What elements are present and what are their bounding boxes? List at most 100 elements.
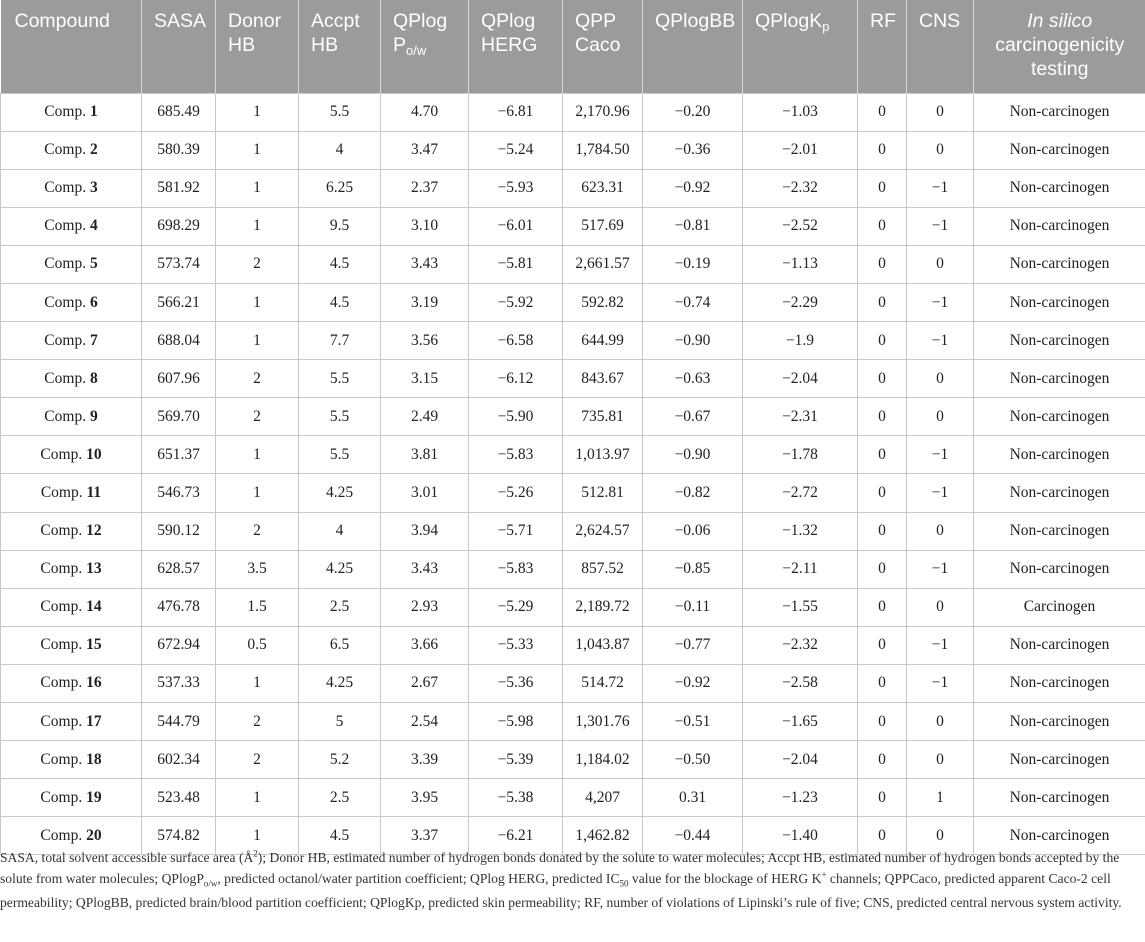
header-qplogherg: QPlog HERG bbox=[468, 0, 563, 93]
donor-hb-cell: 1 bbox=[215, 816, 299, 856]
accpt-hb-cell: 4 bbox=[298, 511, 381, 551]
accpt-hb-cell: 5.2 bbox=[298, 740, 381, 779]
qplogbb-cell: −0.74 bbox=[642, 282, 743, 322]
qppcaco-cell: 2,624.57 bbox=[562, 511, 643, 551]
cns-cell: −1 bbox=[906, 625, 974, 665]
compound-cell: Comp. 19 bbox=[0, 778, 142, 817]
table-row: Comp. 20 574.82 1 4.5 3.37 −6.21 1,462.82 −0.44… bbox=[0, 816, 1145, 856]
cns-cell: 0 bbox=[906, 740, 974, 779]
cns-cell: 0 bbox=[906, 587, 974, 627]
accpt-hb-cell: 6.25 bbox=[298, 168, 381, 208]
carcinogenicity-cell: Non-carcinogen bbox=[973, 816, 1145, 856]
qplogkp-cell: −1.9 bbox=[742, 321, 858, 360]
qplogkp-cell: −1.65 bbox=[742, 701, 858, 741]
cns-cell: 0 bbox=[906, 701, 974, 741]
accpt-hb-cell: 5.5 bbox=[298, 397, 381, 436]
compound-prefix: Comp. bbox=[44, 217, 90, 235]
qplogherg-cell: −5.36 bbox=[468, 663, 563, 703]
qppcaco-cell: 1,043.87 bbox=[562, 625, 643, 665]
compound-cell: Comp. 11 bbox=[0, 473, 142, 513]
compound-prefix: Comp. bbox=[44, 141, 90, 159]
table-row: Comp. 8 607.96 2 5.5 3.15 −6.12 843.67 −0.63 −2.… bbox=[0, 359, 1145, 398]
accpt-hb-cell: 5 bbox=[298, 701, 381, 741]
carcinogenicity-cell: Non-carcinogen bbox=[973, 244, 1145, 284]
table-row: Comp. 2 580.39 1 4 3.47 −5.24 1,784.50 −0.36 −2.… bbox=[0, 130, 1145, 170]
qplogbb-cell: −0.81 bbox=[642, 206, 743, 246]
donor-hb-cell: 1 bbox=[215, 473, 299, 513]
compound-number: 14 bbox=[86, 598, 102, 616]
qplogpow-cell: 2.37 bbox=[380, 168, 469, 208]
qplogherg-cell: −6.12 bbox=[468, 359, 563, 398]
donor-hb-cell: 2 bbox=[215, 701, 299, 741]
compound-cell: Comp. 10 bbox=[0, 435, 142, 474]
table-row: Comp. 10 651.37 1 5.5 3.81 −5.83 1,013.97 −0.90… bbox=[0, 435, 1145, 474]
rf-cell: 0 bbox=[857, 359, 907, 398]
qplogkp-cell: −2.32 bbox=[742, 625, 858, 665]
qplogherg-cell: −5.39 bbox=[468, 740, 563, 779]
qplogkp-cell: −2.31 bbox=[742, 397, 858, 436]
qplogbb-cell: −0.90 bbox=[642, 321, 743, 360]
table-row: Comp. 18 602.34 2 5.2 3.39 −5.39 1,184.02 −0.50… bbox=[0, 740, 1145, 779]
compound-prefix: Comp. bbox=[44, 103, 90, 121]
donor-hb-cell: 1.5 bbox=[215, 587, 299, 627]
table-row: Comp. 13 628.57 3.5 4.25 3.43 −5.83 857.52 −0.8… bbox=[0, 549, 1145, 589]
qplogpow-cell: 3.81 bbox=[380, 435, 469, 474]
rf-cell: 0 bbox=[857, 663, 907, 703]
sasa-cell: 698.29 bbox=[141, 206, 216, 246]
qplogpow-cell: 3.94 bbox=[380, 511, 469, 551]
compound-cell: Comp. 16 bbox=[0, 663, 142, 703]
qplogbb-cell: −0.77 bbox=[642, 625, 743, 665]
compound-prefix: Comp. bbox=[44, 331, 90, 349]
accpt-hb-cell: 5.5 bbox=[298, 92, 381, 132]
compound-number: 1 bbox=[89, 103, 98, 121]
qplogbb-cell: −0.11 bbox=[642, 587, 743, 627]
rf-cell: 0 bbox=[857, 549, 907, 589]
carcinogenicity-cell: Non-carcinogen bbox=[973, 625, 1145, 665]
qplogherg-cell: −6.81 bbox=[468, 92, 563, 132]
table-row: Comp. 12 590.12 2 4 3.94 −5.71 2,624.57 −0.06 −1… bbox=[0, 511, 1145, 551]
table-footnote: SASA, total solvent accessible surface a… bbox=[0, 848, 1122, 910]
carcinogenicity-cell: Non-carcinogen bbox=[973, 321, 1145, 360]
donor-hb-cell: 0.5 bbox=[215, 625, 299, 665]
compound-number: 17 bbox=[86, 712, 102, 730]
compound-prefix: Comp. bbox=[40, 712, 87, 730]
table-row: Comp. 5 573.74 2 4.5 3.43 −5.81 2,661.57 −0.19−… bbox=[0, 244, 1145, 284]
donor-hb-cell: 1 bbox=[215, 435, 299, 474]
qplogpow-cell: 3.39 bbox=[380, 740, 469, 779]
rf-cell: 0 bbox=[857, 206, 907, 246]
qplogkp-cell: −2.32 bbox=[742, 168, 858, 208]
header-carcinogenicity: In silico carcinogenicity testing bbox=[973, 0, 1145, 93]
carcinogenicity-cell: Non-carcinogen bbox=[973, 206, 1145, 246]
header-row: Compound SASA Donor HB Accpt HB QPlog Po/w … bbox=[0, 0, 1145, 93]
donor-hb-cell: 1 bbox=[215, 321, 299, 360]
qplogkp-cell: −1.03 bbox=[742, 92, 858, 132]
compound-prefix: Comp. bbox=[44, 407, 90, 425]
accpt-hb-cell: 5.5 bbox=[298, 435, 381, 474]
sasa-cell: 590.12 bbox=[141, 511, 216, 551]
carcinogenicity-cell: Non-carcinogen bbox=[973, 663, 1145, 703]
qppcaco-cell: 1,013.97 bbox=[562, 435, 643, 474]
qplogkp-cell: −2.04 bbox=[742, 740, 858, 779]
donor-hb-cell: 2 bbox=[215, 511, 299, 551]
accpt-hb-cell: 4.5 bbox=[298, 244, 381, 284]
compound-cell: Comp. 12 bbox=[0, 511, 142, 551]
header-accpt-hb: Accpt HB bbox=[298, 0, 381, 93]
compound-cell: Comp. 1 bbox=[0, 92, 142, 132]
qplogbb-cell: −0.67 bbox=[642, 397, 743, 436]
qplogherg-cell: −5.26 bbox=[468, 473, 563, 513]
qplogherg-cell: −5.92 bbox=[468, 282, 563, 322]
header-qplogbb: QPlogBB bbox=[642, 0, 743, 93]
donor-hb-cell: 1 bbox=[215, 130, 299, 170]
qplogkp-cell: −1.40 bbox=[742, 816, 858, 856]
rf-cell: 0 bbox=[857, 321, 907, 360]
donor-hb-cell: 3.5 bbox=[215, 549, 299, 589]
qplogpow-cell: 4.70 bbox=[380, 92, 469, 132]
compound-number: 8 bbox=[89, 369, 98, 387]
qplogpow-cell: 3.15 bbox=[380, 359, 469, 398]
compound-cell: Comp. 8 bbox=[0, 359, 142, 398]
compound-number: 12 bbox=[86, 522, 102, 540]
qppcaco-cell: 623.31 bbox=[562, 168, 643, 208]
qplogbb-cell: 0.31 bbox=[642, 778, 743, 817]
sasa-cell: 580.39 bbox=[141, 130, 216, 170]
rf-cell: 0 bbox=[857, 168, 907, 208]
